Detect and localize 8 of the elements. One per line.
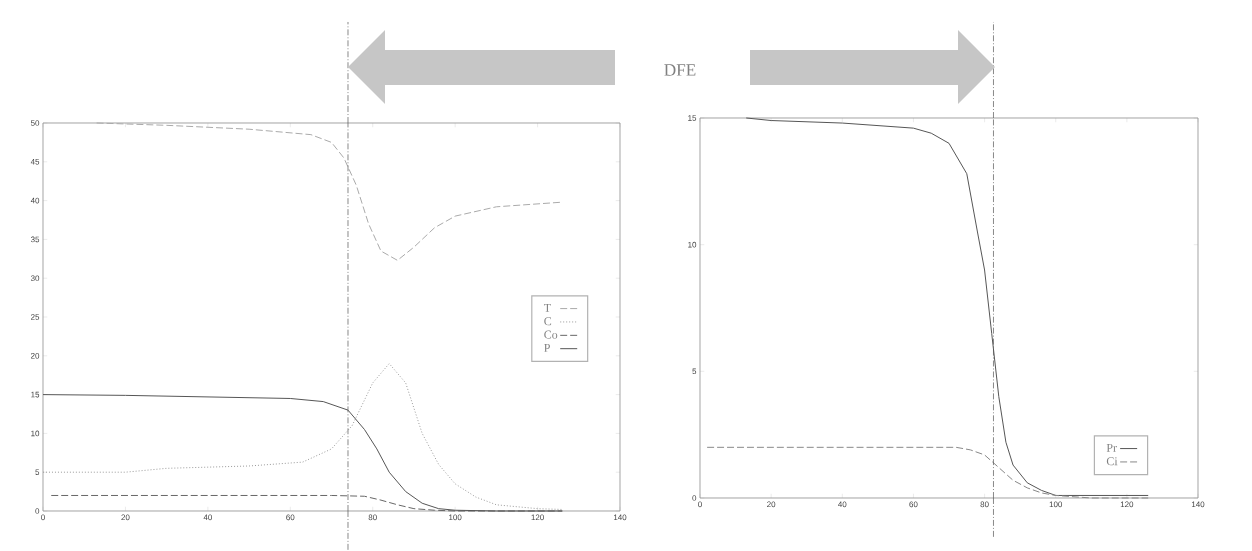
text: DFE: [664, 64, 696, 76]
legend-label: T: [543, 303, 551, 312]
legend-label: Pr: [1106, 443, 1117, 452]
legend-label: C: [544, 317, 552, 326]
line-series: [96, 122, 563, 261]
legend-label: P: [544, 343, 550, 352]
legend-label: Co: [544, 330, 558, 339]
legend-label: Ci: [1106, 457, 1118, 466]
